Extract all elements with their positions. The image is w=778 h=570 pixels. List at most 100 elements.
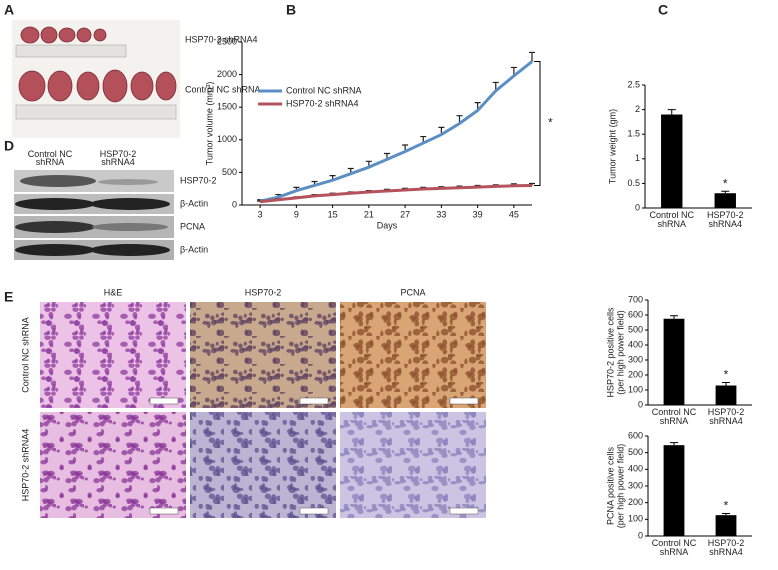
image-column-label: PCNA (400, 287, 425, 297)
error-bar (670, 315, 678, 319)
tumor (40, 26, 58, 44)
blot-band (15, 244, 95, 256)
y-tick-label: 400 (628, 339, 643, 349)
y-axis-label: (per high power field) (615, 444, 625, 529)
tumor (20, 26, 40, 44)
y-axis-label: HSP70-2 positive cells (605, 307, 615, 398)
blot-band (92, 223, 168, 231)
legend-label: HSP70-2 shRNA4 (286, 98, 359, 108)
scale-bar (149, 397, 179, 405)
image-row-label: HSP70-2 shRNA4 (20, 429, 30, 502)
series-line (259, 183, 533, 204)
histology-image (40, 302, 186, 408)
scale-bar (449, 397, 479, 405)
x-tick-label: Control NC shRNA (652, 538, 697, 557)
y-axis-label: Tumor volume (mm³) (204, 82, 214, 166)
y-tick-label: 2500 (217, 36, 237, 46)
error-bar (721, 190, 730, 194)
bar (663, 445, 685, 536)
significance-star: * (724, 499, 729, 513)
panel-label: D (4, 138, 14, 154)
blot-row-label: β-Actin (180, 198, 208, 208)
y-tick-label: 200 (628, 369, 643, 379)
y-tick-label: 0 (232, 199, 237, 209)
western-blot (14, 170, 174, 260)
histology-image (340, 302, 486, 408)
scale-bar (299, 507, 329, 515)
x-tick-label: Control NC shRNA (652, 407, 697, 426)
y-tick-label: 100 (628, 384, 643, 394)
panel-label: B (286, 2, 296, 18)
y-tick-label: 1000 (217, 134, 237, 144)
x-tick-label: Control NC shRNA (649, 210, 694, 229)
blot-band (90, 198, 170, 210)
error-bar (722, 513, 730, 516)
blot-band (98, 179, 158, 185)
blot-band (15, 221, 95, 233)
y-tick-label: 0.5 (627, 178, 640, 188)
blot-row-label: β-Actin (180, 244, 208, 254)
y-tick-label: 400 (628, 464, 643, 474)
blot-column-label: Control NC shRNA (28, 149, 73, 167)
y-tick-label: 2000 (217, 69, 237, 79)
y-tick-label: 100 (628, 514, 643, 524)
histology-image (190, 302, 336, 408)
significance-star: * (724, 368, 729, 382)
x-tick-label: 21 (364, 209, 374, 219)
x-tick-label: 39 (473, 209, 483, 219)
x-tick-label: 3 (258, 209, 263, 219)
y-tick-label: 500 (222, 167, 237, 177)
y-tick-label: 700 (628, 294, 643, 304)
y-tick-label: 500 (628, 324, 643, 334)
blot-row-label: PCNA (180, 221, 205, 231)
image-column-label: HSP70-2 (245, 287, 282, 297)
bar (715, 515, 737, 536)
tumor (130, 71, 154, 101)
error-bar (667, 109, 676, 115)
blot-row-label: HSP70-2 (180, 175, 217, 185)
y-tick-label: 0 (638, 530, 643, 540)
histology-image (40, 412, 186, 518)
y-tick-label: 2.5 (627, 79, 640, 89)
tumor (18, 70, 46, 102)
y-tick-label: 1500 (217, 102, 237, 112)
y-tick-label: 0 (635, 202, 640, 212)
x-tick-label: 45 (509, 209, 519, 219)
image-column-label: H&E (104, 287, 123, 297)
y-tick-label: 300 (628, 480, 643, 490)
series-line (259, 60, 533, 203)
bar (715, 385, 737, 405)
y-tick-label: 500 (628, 447, 643, 457)
panel-label: E (4, 289, 13, 305)
ruler (15, 104, 177, 120)
y-axis-label: (per high power field) (615, 310, 625, 395)
scale-bar (449, 507, 479, 515)
scale-bar (149, 507, 179, 515)
blot-band (15, 198, 95, 210)
x-tick-label: 9 (294, 209, 299, 219)
tumor (76, 71, 100, 101)
image-row-label: Control NC shRNA (20, 317, 30, 393)
y-tick-label: 1 (635, 153, 640, 163)
significance-star: * (723, 176, 728, 190)
error-bar (722, 382, 730, 386)
y-tick-label: 200 (628, 497, 643, 507)
x-tick-label: HSP70-2 shRNA4 (708, 407, 745, 426)
histology-image (340, 412, 486, 518)
x-axis-label: Days (377, 220, 398, 230)
blot-band (90, 244, 170, 256)
x-tick-label: HSP70-2 shRNA4 (707, 210, 744, 229)
tumor (93, 28, 107, 42)
histology-image (190, 412, 336, 518)
legend-label: Control NC shRNA (286, 85, 362, 95)
y-tick-label: 300 (628, 354, 643, 364)
photo-label: Control NC shRNA (185, 84, 261, 94)
error-bar (670, 442, 678, 446)
tumor (76, 27, 92, 43)
x-tick-label: HSP70-2 shRNA4 (708, 538, 745, 557)
error-bar (529, 51, 535, 62)
tumor (155, 71, 177, 101)
blot-column-label: HSP70-2 shRNA4 (100, 149, 137, 167)
photo-label: HSP70-2 shRNA4 (185, 34, 258, 44)
y-axis-label: Tumor weight (gm) (607, 109, 617, 184)
